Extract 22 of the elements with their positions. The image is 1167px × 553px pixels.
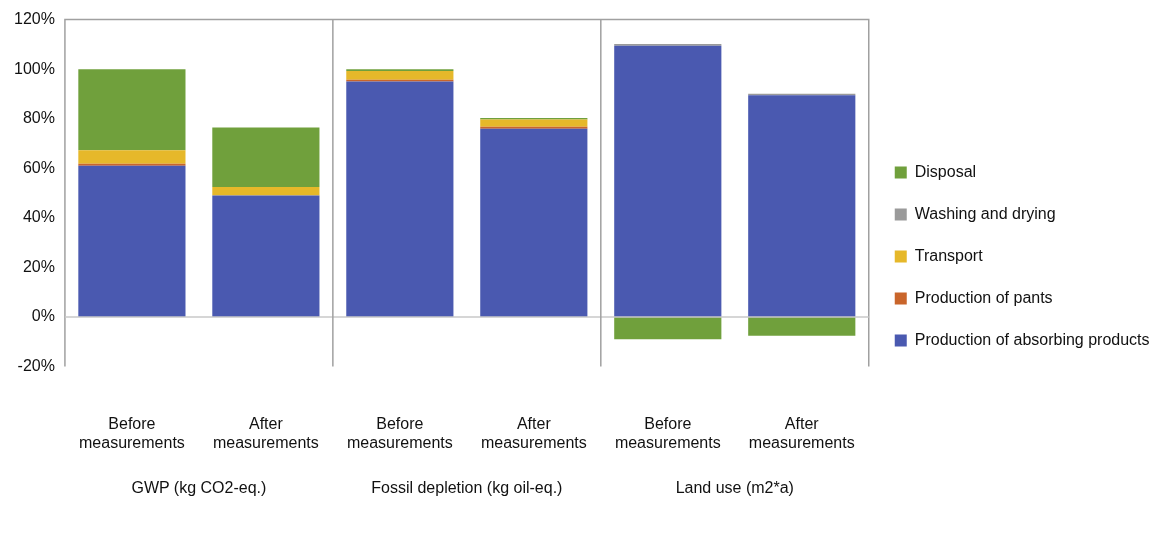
x-tick-label: After measurements xyxy=(212,414,319,451)
legend-label: Production of absorbing products xyxy=(914,330,1150,348)
y-tick-label: 120% xyxy=(14,10,55,28)
y-tick-label: 100% xyxy=(14,59,55,77)
y-tick-label: 60% xyxy=(22,158,55,176)
y-tick-label: -20% xyxy=(17,357,55,375)
legend-label: Washing and drying xyxy=(914,204,1056,222)
x-tick-label: After measurements xyxy=(748,414,855,451)
y-tick-label: 80% xyxy=(22,109,55,127)
legend-label: Production of pants xyxy=(914,288,1053,306)
x-tick-label: After measurements xyxy=(480,414,587,451)
text: Fossil depletion (kg oil-eq.) xyxy=(371,479,563,497)
legend-label: Transport xyxy=(914,246,984,264)
text: Land use (m2*a) xyxy=(675,479,794,497)
x-tick-label: Before measurements xyxy=(78,414,185,451)
legend-label: Disposal xyxy=(914,162,977,180)
y-tick-label: 20% xyxy=(22,257,55,275)
x-tick-label: Before measurements xyxy=(614,414,721,451)
text: GWP (kg CO2-eq.) xyxy=(131,479,267,497)
x-tick-label: Before measurements xyxy=(346,414,453,451)
y-tick-label: 0% xyxy=(31,307,55,325)
y-tick-label: 40% xyxy=(22,208,55,226)
